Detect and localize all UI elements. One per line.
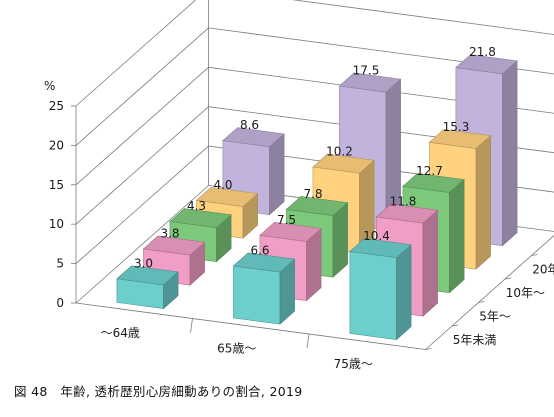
data-label: 11.8: [390, 195, 417, 209]
category-label: 65歳～: [217, 341, 256, 355]
gridline-25: [75, 0, 554, 107]
bar-top-face: [232, 252, 296, 273]
chart-grid: [71, 0, 554, 350]
series-separator: [425, 348, 432, 350]
bar-top-face: [402, 173, 465, 193]
data-label: 15.3: [443, 120, 470, 134]
y-tick-label: 20: [49, 138, 64, 152]
bar-front-face: [233, 265, 281, 325]
series-separator: [531, 254, 538, 256]
chart-labels: 0510152025%～64歳65歳～75歳～5年未満5年～10年～20年～30…: [44, 45, 554, 371]
data-label: 10.4: [363, 229, 390, 243]
bar-top-face: [349, 238, 412, 258]
bar-top-face: [428, 129, 492, 149]
series-label: 5年未満: [453, 333, 497, 347]
category-separator: [190, 318, 193, 333]
data-label: 8.6: [240, 118, 259, 132]
series-separator: [478, 301, 485, 303]
bar-top-face: [222, 127, 285, 148]
y-tick-label: 25: [49, 99, 64, 113]
bar-side-face: [269, 133, 285, 216]
bar-top-face: [116, 265, 179, 286]
series-separator: [504, 277, 512, 280]
y-tick-label: 10: [49, 217, 64, 231]
bar-side-face: [396, 244, 412, 341]
series-separator: [451, 324, 459, 327]
data-label: 21.8: [469, 45, 496, 59]
series-label: 10年～: [506, 286, 545, 300]
bar-front-face: [349, 251, 397, 340]
category-separator: [306, 333, 310, 349]
bar-side-face: [502, 60, 518, 247]
data-label: 7.8: [303, 187, 322, 201]
data-label: 12.7: [416, 164, 443, 178]
series-label: 5年～: [479, 309, 511, 323]
bar-top-face: [259, 221, 322, 242]
bar-side-face: [475, 134, 491, 270]
y-tick-label: 5: [56, 257, 64, 271]
bar-top-face: [195, 187, 259, 207]
bar-top-face: [312, 153, 375, 174]
data-label: 10.2: [326, 145, 353, 159]
y-unit-label: %: [44, 79, 55, 93]
bar-top-face: [142, 235, 206, 256]
data-label: 4.3: [187, 199, 206, 213]
bar: [116, 265, 179, 310]
bar-top-face: [338, 72, 402, 93]
data-label: 3.0: [134, 256, 153, 270]
data-label: 4.0: [213, 178, 232, 192]
category-label: 75歳～: [334, 357, 373, 371]
bar-side-face: [449, 178, 465, 294]
y-tick-label: 0: [56, 296, 64, 310]
chart-bars: [116, 54, 518, 341]
data-label: 3.8: [160, 227, 179, 241]
data-label: 17.5: [353, 64, 380, 78]
bar-top-face: [375, 203, 439, 224]
data-label: 7.5: [277, 213, 296, 227]
bar-top-face: [285, 196, 349, 216]
bar-top-face: [455, 54, 518, 75]
series-label: 20年～: [532, 262, 554, 276]
bar-top-face: [169, 208, 232, 229]
y-tick-label: 15: [49, 178, 64, 192]
data-label: 6.6: [250, 243, 269, 257]
bar-side-face: [422, 209, 438, 317]
bar: [349, 238, 412, 341]
category-label: ～64歳: [101, 326, 140, 340]
figure-caption: 図 48 年齢, 透析歴別心房細動ありの割合, 2019: [14, 384, 303, 399]
bar: [232, 252, 296, 325]
